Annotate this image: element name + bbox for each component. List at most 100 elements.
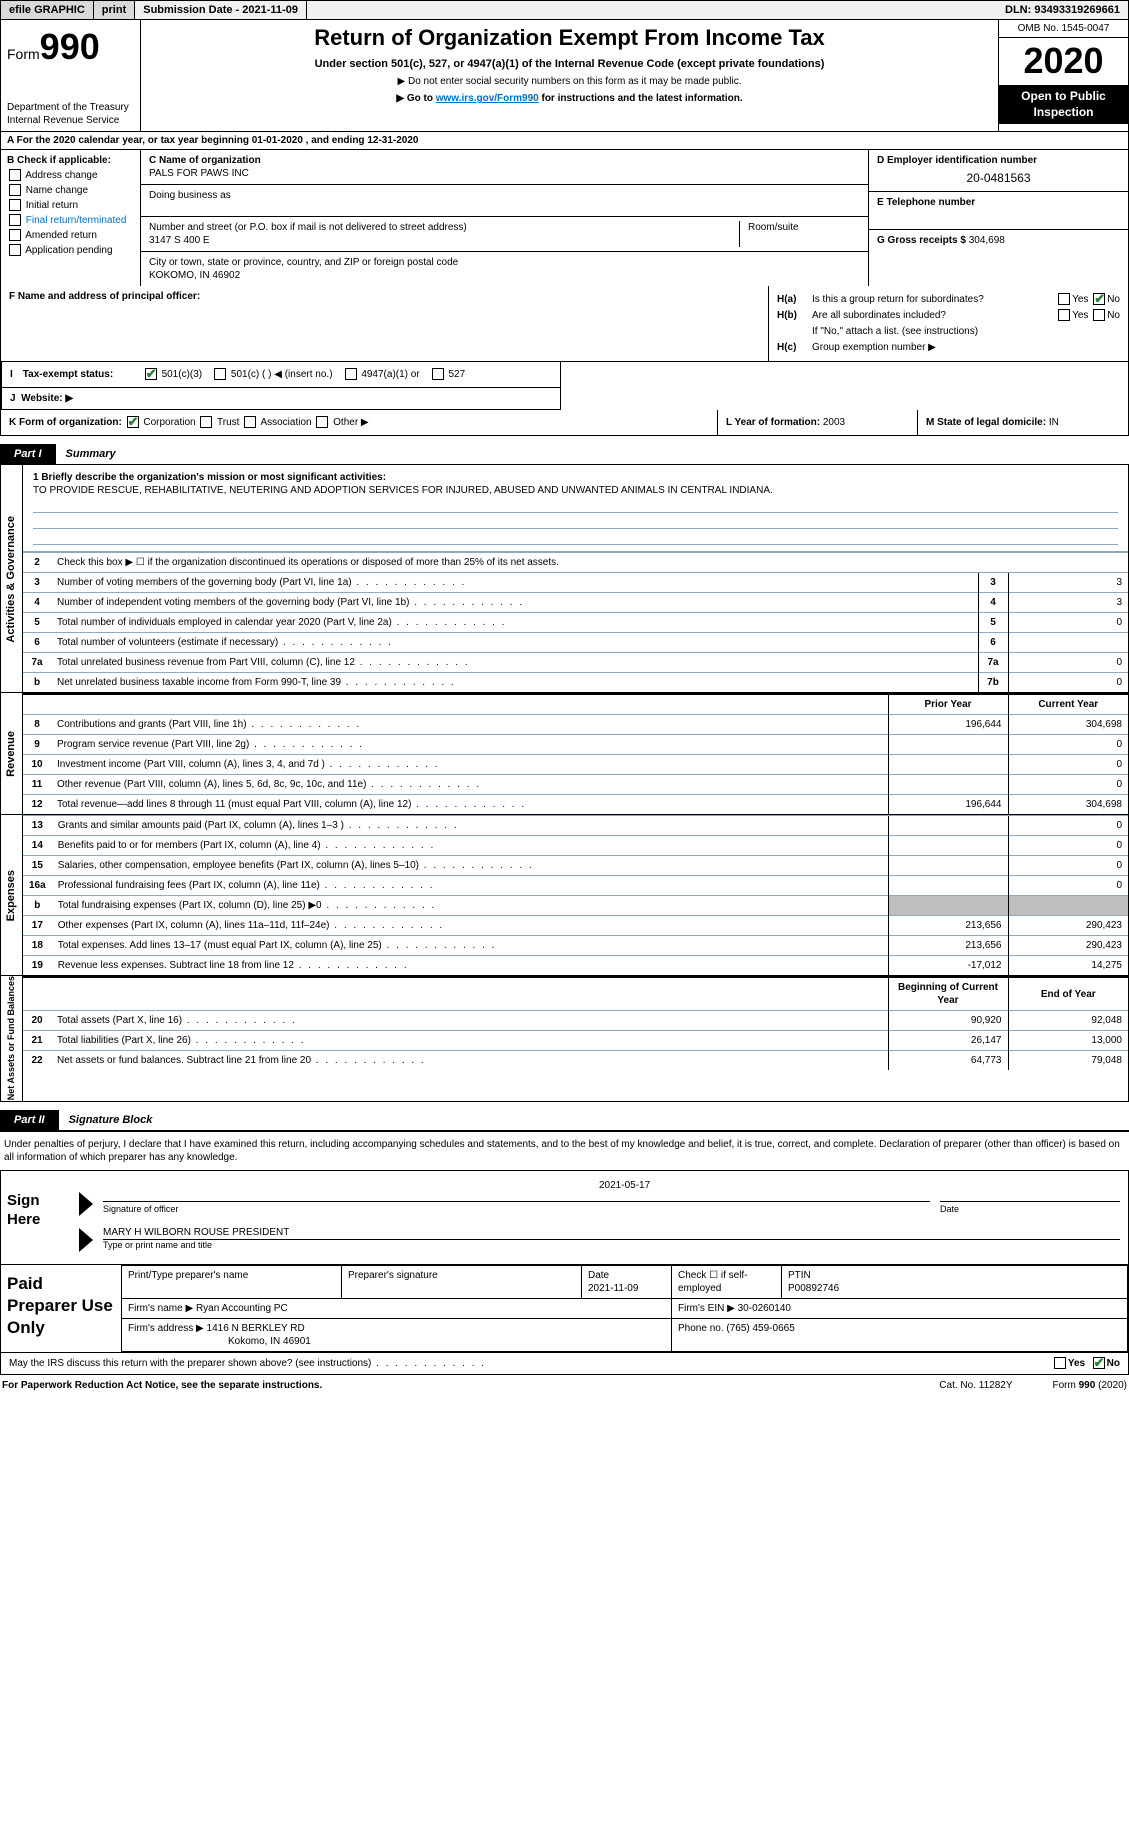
omb-number: OMB No. 1545-0047 <box>999 20 1128 38</box>
prep-date: Date2021-11-09 <box>582 1265 672 1298</box>
mission-block: 1 Briefly describe the organization's mi… <box>23 465 1128 552</box>
phone-box: E Telephone number <box>869 192 1128 230</box>
hb-text: Are all subordinates included? <box>812 309 1056 322</box>
room-suite: Room/suite <box>740 221 860 247</box>
part2-header: Part II Signature Block <box>0 1110 1129 1130</box>
form-title: Return of Organization Exempt From Incom… <box>149 24 990 53</box>
org-name: PALS FOR PAWS INC <box>149 167 860 180</box>
ck-name-change[interactable]: Name change <box>7 184 134 197</box>
sign-arrow-icon <box>79 1192 93 1216</box>
ein-value: 20-0481563 <box>877 171 1120 187</box>
efile-button[interactable]: efile GRAPHIC <box>1 1 94 19</box>
ck-corp[interactable] <box>127 416 139 428</box>
firm-name: Firm's name ▶ Ryan Accounting PC <box>122 1298 672 1318</box>
street-box: Number and street (or P.O. box if mail i… <box>141 217 868 252</box>
preparer-label: Paid Preparer Use Only <box>1 1265 121 1352</box>
ck-trust[interactable] <box>200 416 212 428</box>
expenses-section: Expenses 13Grants and similar amounts pa… <box>0 815 1129 976</box>
ck-assoc[interactable] <box>244 416 256 428</box>
ck-address-change[interactable]: Address change <box>7 169 134 182</box>
note-link: ▶ Go to www.irs.gov/Form990 for instruct… <box>149 92 990 105</box>
city-box: City or town, state or province, country… <box>141 252 868 286</box>
dba-box: Doing business as <box>141 185 868 217</box>
prep-selfemp[interactable]: Check ☐ if self-employed <box>672 1265 782 1298</box>
revenue-table: Prior YearCurrent Year8Contributions and… <box>23 693 1128 814</box>
tax-year: 2020 <box>999 38 1128 85</box>
print-button[interactable]: print <box>94 1 135 19</box>
ein-box: D Employer identification number 20-0481… <box>869 150 1128 192</box>
ck-amended[interactable]: Amended return <box>7 229 134 242</box>
governance-section: Activities & Governance 1 Briefly descri… <box>0 464 1129 693</box>
prep-name-hdr: Print/Type preparer's name <box>122 1265 342 1298</box>
hb-note: If "No," attach a list. (see instruction… <box>812 325 1120 338</box>
city-state-zip: KOKOMO, IN 46902 <box>149 269 860 282</box>
ck-other[interactable] <box>316 416 328 428</box>
officer-group-row: F Name and address of principal officer:… <box>0 286 1129 362</box>
firm-phone: Phone no. (765) 459-0665 <box>672 1318 1128 1351</box>
gross-receipts: 304,698 <box>969 235 1005 246</box>
hb-label: H(b) <box>777 309 812 322</box>
public-inspection: Open to Public Inspection <box>999 85 1128 124</box>
netassets-section: Net Assets or Fund Balances Beginning of… <box>0 976 1129 1101</box>
ha-text: Is this a group return for subordinates? <box>812 293 1056 306</box>
gross-receipts-box: G Gross receipts $ 304,698 <box>869 230 1128 268</box>
hc-label: H(c) <box>777 341 812 354</box>
org-name-box: C Name of organization PALS FOR PAWS INC <box>141 150 868 185</box>
street-address: 3147 S 400 E <box>149 234 731 247</box>
prep-ptin: PTINP00892746 <box>782 1265 1128 1298</box>
state-domicile: IN <box>1049 417 1059 428</box>
hc-text: Group exemption number ▶ <box>812 341 1120 354</box>
paid-preparer-block: Paid Preparer Use Only Print/Type prepar… <box>0 1265 1129 1353</box>
form-number: Form990 <box>7 24 134 71</box>
revenue-section: Revenue Prior YearCurrent Year8Contribut… <box>0 693 1129 815</box>
netassets-table: Beginning of Current YearEnd of Year20To… <box>23 976 1128 1070</box>
side-na: Net Assets or Fund Balances <box>6 976 18 1100</box>
side-rev: Revenue <box>4 731 18 777</box>
side-exp: Expenses <box>4 870 18 921</box>
note-ssn: ▶ Do not enter social security numbers o… <box>149 75 990 88</box>
ck-501c3[interactable] <box>145 368 157 380</box>
klm-row: K Form of organization: Corporation Trus… <box>0 410 1129 436</box>
ha-no[interactable] <box>1093 293 1105 305</box>
ck-4947[interactable] <box>345 368 357 380</box>
officer-signature[interactable]: Signature of officer <box>103 1201 930 1216</box>
ck-app-pending[interactable]: Application pending <box>7 244 134 257</box>
side-gov: Activities & Governance <box>4 516 18 643</box>
ck-501c[interactable] <box>214 368 226 380</box>
sign-here-label: Sign Here <box>1 1171 71 1264</box>
expenses-table: 13Grants and similar amounts paid (Part … <box>23 815 1128 975</box>
firm-ein: Firm's EIN ▶ 30-0260140 <box>672 1298 1128 1318</box>
entity-info: B Check if applicable: Address change Na… <box>0 150 1129 286</box>
l-label: L Year of formation: <box>726 417 823 428</box>
ck-initial-return[interactable]: Initial return <box>7 199 134 212</box>
ck-527[interactable] <box>432 368 444 380</box>
year-formation: 2003 <box>823 417 845 428</box>
m-label: M State of legal domicile: <box>926 417 1049 428</box>
may-yes[interactable] <box>1054 1357 1066 1369</box>
ck-final-return[interactable]: Final return/terminated <box>7 214 134 227</box>
may-discuss-row: May the IRS discuss this return with the… <box>0 1353 1129 1375</box>
tax-exempt-row: I Tax-exempt status: 501(c)(3) 501(c) ( … <box>1 362 561 387</box>
hb-yes[interactable] <box>1058 309 1070 321</box>
officer-name: MARY H WILBORN ROUSE PRESIDENT <box>103 1226 1120 1239</box>
mission-text: TO PROVIDE RESCUE, REHABILITATIVE, NEUTE… <box>33 484 1118 497</box>
dept-label: Department of the Treasury Internal Reve… <box>7 101 134 127</box>
box-b-title: B Check if applicable: <box>7 154 134 167</box>
top-toolbar: efile GRAPHIC print Submission Date - 20… <box>0 0 1129 20</box>
box-f-label: F Name and address of principal officer: <box>9 290 760 303</box>
dln: DLN: 93493319269661 <box>997 1 1128 19</box>
sign-here-block: Sign Here 2021-05-17 Signature of office… <box>0 1170 1129 1265</box>
part1-header: Part I Summary <box>0 444 1129 464</box>
irs-link[interactable]: www.irs.gov/Form990 <box>436 93 539 104</box>
tax-period: A For the 2020 calendar year, or tax yea… <box>0 132 1129 150</box>
perjury-text: Under penalties of perjury, I declare th… <box>0 1130 1129 1170</box>
ha-label: H(a) <box>777 293 812 306</box>
firm-address: Firm's address ▶ 1416 N BERKLEY RDKokomo… <box>122 1318 672 1351</box>
may-no[interactable] <box>1093 1357 1105 1369</box>
governance-table: 2Check this box ▶ ☐ if the organization … <box>23 552 1128 692</box>
sig-date-label: Date <box>940 1201 1120 1216</box>
sig-date: 2021-05-17 <box>599 1179 1120 1192</box>
page-footer: For Paperwork Reduction Act Notice, see … <box>0 1375 1129 1396</box>
hb-no[interactable] <box>1093 309 1105 321</box>
ha-yes[interactable] <box>1058 293 1070 305</box>
